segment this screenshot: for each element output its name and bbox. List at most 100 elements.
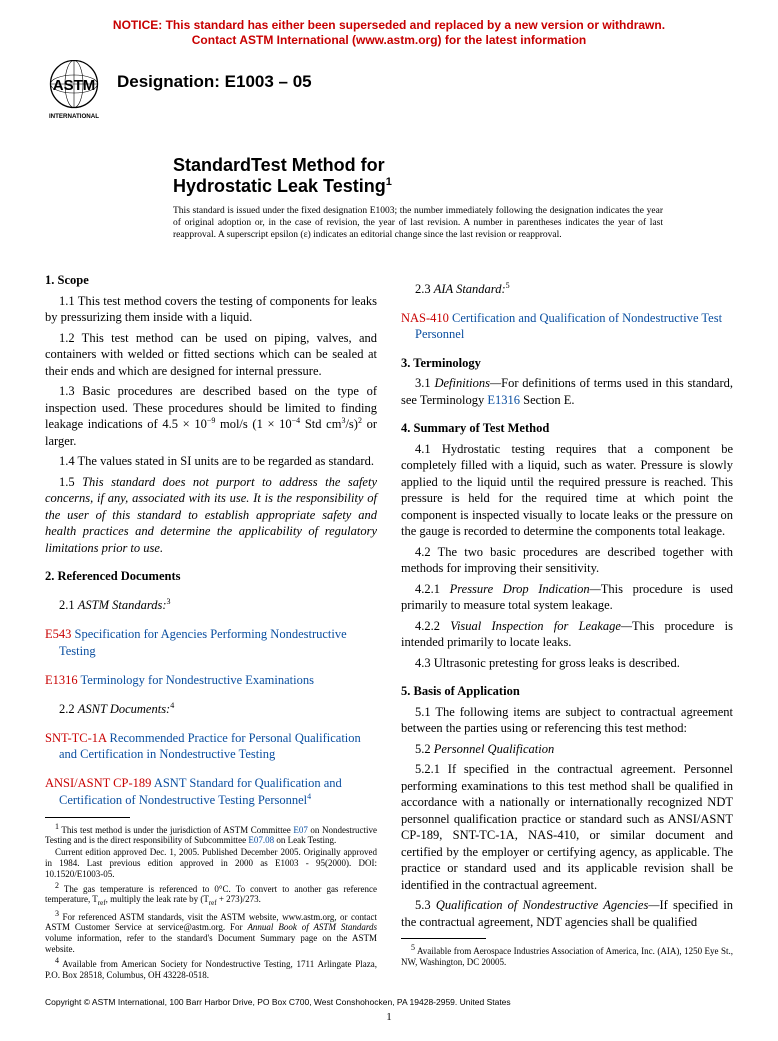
p421i: Pressure Drop Indication— <box>450 582 601 596</box>
terminology-heading: 3. Terminology <box>401 355 733 372</box>
para-2-2: 2.2 ASNT Documents:4 <box>45 701 377 718</box>
p13b: mol/s (1 × 10 <box>215 417 291 431</box>
ref-nas-code[interactable]: NAS-410 <box>401 311 449 325</box>
ref-ansi: ANSI/ASNT CP-189 ASNT Standard for Quali… <box>59 775 377 808</box>
p31c: Section E. <box>520 393 575 407</box>
logo-bottom-text: INTERNATIONAL <box>49 113 99 120</box>
scope-heading: 1. Scope <box>45 272 377 289</box>
fn5: 5 Available from Aerospace Industries As… <box>401 943 733 968</box>
p15-text: This standard does not purport to addres… <box>45 475 377 555</box>
para-1-2: 1.2 This test method can be used on pipi… <box>45 330 377 380</box>
ref-nas-title[interactable]: Certification and Qualification of Nonde… <box>415 311 722 342</box>
fn2sub2: ref <box>209 899 217 907</box>
para-2-1: 2.1 ASTM Standards:3 <box>45 597 377 614</box>
para-1-4: 1.4 The values stated in SI units are to… <box>45 453 377 470</box>
page: NOTICE: This standard has either been su… <box>0 0 778 1041</box>
header-row: ASTM INTERNATIONAL Designation: E1003 – … <box>45 58 733 125</box>
para-4-2: 4.2 The two basic procedures are describ… <box>401 544 733 577</box>
p421a: 4.2.1 <box>415 582 450 596</box>
p21s: 3 <box>167 597 171 606</box>
logo-top-text: ASTM <box>53 77 96 94</box>
para-4-2-2: 4.2.2 Visual Inspection for Leakage—This… <box>401 618 733 651</box>
footnote-rule-right <box>401 938 486 939</box>
para-5-1: 5.1 The following items are subject to c… <box>401 704 733 737</box>
ref-snt: SNT-TC-1A Recommended Practice for Perso… <box>59 730 377 763</box>
p422a: 4.2.2 <box>415 619 450 633</box>
page-number: 1 <box>0 1011 778 1023</box>
fn2c: + 273)/273. <box>217 894 261 904</box>
fn1a: This test method is under the jurisdicti… <box>59 825 293 835</box>
p22s: 4 <box>170 701 174 710</box>
astm-logo: ASTM INTERNATIONAL <box>45 60 103 125</box>
fn2b: , multiply the leak rate by (T <box>106 894 209 904</box>
fn4: 4 Available from American Society for No… <box>45 956 377 981</box>
fn1: 1 This test method is under the jurisdic… <box>45 822 377 847</box>
p22a: 2.2 <box>59 702 78 716</box>
p422i: Visual Inspection for Leakage— <box>450 619 632 633</box>
issue-note: This standard is issued under the fixed … <box>173 206 663 242</box>
title-line-1: StandardTest Method for <box>173 155 385 175</box>
basis-heading: 5. Basis of Application <box>401 683 733 700</box>
para-5-2: 5.2 Personnel Qualification <box>401 741 733 758</box>
ref-snt-code[interactable]: SNT-TC-1A <box>45 731 106 745</box>
para-3-1: 3.1 Definitions—For definitions of terms… <box>401 375 733 408</box>
footnote-rule-left <box>45 817 130 818</box>
two-column-body: 1. Scope 1.1 This test method covers the… <box>45 268 733 981</box>
fn2sub: ref <box>98 899 106 907</box>
ref-ansi-sup: 4 <box>307 792 311 801</box>
p13d: /s) <box>345 417 358 431</box>
ref-e1316-inline[interactable]: E1316 <box>487 393 520 407</box>
fn2: 2 The gas temperature is referenced to 0… <box>45 881 377 908</box>
notice-line-1: NOTICE: This standard has either been su… <box>113 18 665 32</box>
p31i: Definitions— <box>434 376 501 390</box>
p23i: AIA Standard: <box>434 282 506 296</box>
ref-e1316-code[interactable]: E1316 <box>45 673 78 687</box>
supersession-notice: NOTICE: This standard has either been su… <box>45 18 733 48</box>
p22i: ASNT Documents: <box>78 702 170 716</box>
fn3: 3 For referenced ASTM standards, visit t… <box>45 909 377 955</box>
para-1-1: 1.1 This test method covers the testing … <box>45 293 377 326</box>
p53a: 5.3 <box>415 898 436 912</box>
ref-e1316: E1316 Terminology for Nondestructive Exa… <box>59 672 377 689</box>
title-block: StandardTest Method for Hydrostatic Leak… <box>173 155 733 242</box>
ref-e543-title[interactable]: Specification for Agencies Performing No… <box>59 627 347 658</box>
fn1c: on Leak Testing. <box>274 835 336 845</box>
title-sup: 1 <box>386 176 392 188</box>
designation: Designation: E1003 – 05 <box>117 72 312 92</box>
p53i: Qualification of Nondestructive Agencies… <box>436 898 660 912</box>
fn3t: For referenced ASTM standards, visit the… <box>45 912 377 954</box>
para-2-3: 2.3 AIA Standard:5 <box>401 281 733 298</box>
para-5-3: 5.3 Qualification of Nondestructive Agen… <box>401 897 733 930</box>
right-column: 2.3 AIA Standard:5 NAS-410 Certification… <box>401 268 733 981</box>
ref-e1316-title[interactable]: Terminology for Nondestructive Examinati… <box>78 673 314 687</box>
ref-ansi-code[interactable]: ANSI/ASNT CP-189 <box>45 776 151 790</box>
p13c: Std cm <box>300 417 341 431</box>
ref-e543-code[interactable]: E543 <box>45 627 71 641</box>
para-1-3: 1.3 Basic procedures are described based… <box>45 383 377 449</box>
p31a: 3.1 <box>415 376 434 390</box>
refdocs-heading: 2. Referenced Documents <box>45 568 377 585</box>
p23a: 2.3 <box>415 282 434 296</box>
ref-nas: NAS-410 Certification and Qualification … <box>415 310 733 343</box>
title-line-2: Hydrostatic Leak Testing <box>173 176 386 196</box>
para-4-1: 4.1 Hydrostatic testing requires that a … <box>401 441 733 540</box>
copyright-line: Copyright © ASTM International, 100 Barr… <box>45 997 511 1007</box>
ref-e543: E543 Specification for Agencies Performi… <box>59 626 377 659</box>
fn5t: Available from Aerospace Industries Asso… <box>401 946 733 967</box>
p21a: 2.1 <box>59 598 78 612</box>
left-column: 1. Scope 1.1 This test method covers the… <box>45 268 377 981</box>
para-1-5: 1.5 This standard does not purport to ad… <box>45 474 377 557</box>
para-4-3: 4.3 Ultrasonic pretesting for gross leak… <box>401 655 733 672</box>
p23s: 5 <box>506 281 510 290</box>
p13e2: −4 <box>292 416 301 425</box>
notice-line-2: Contact ASTM International (www.astm.org… <box>192 33 586 47</box>
footnotes-right: 5 Available from Aerospace Industries As… <box>401 943 733 968</box>
fn1-link-e0708[interactable]: E07.08 <box>248 835 274 845</box>
para-4-2-1: 4.2.1 Pressure Drop Indication—This proc… <box>401 581 733 614</box>
fn1-p2: Current edition approved Dec. 1, 2005. P… <box>45 847 377 879</box>
doc-title: StandardTest Method for Hydrostatic Leak… <box>173 155 733 196</box>
para-5-2-1: 5.2.1 If specified in the contractual ag… <box>401 761 733 893</box>
summary-heading: 4. Summary of Test Method <box>401 420 733 437</box>
p21i: ASTM Standards: <box>78 598 167 612</box>
fn1-link-e07[interactable]: E07 <box>293 825 308 835</box>
